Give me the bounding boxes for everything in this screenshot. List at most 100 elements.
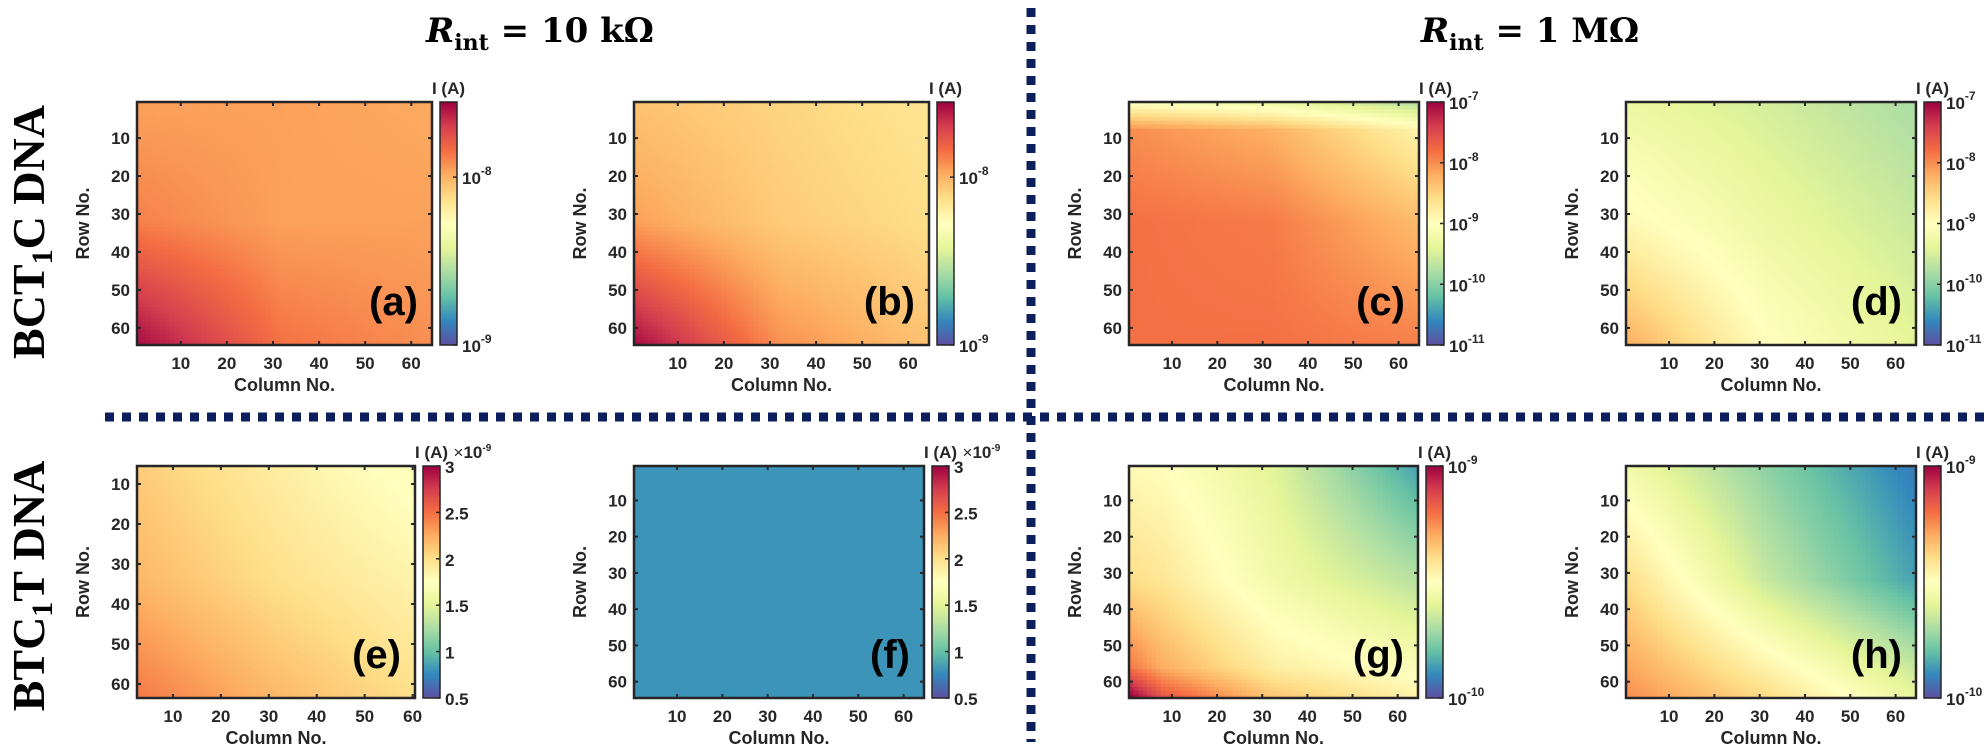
heatmap-cell (165, 284, 170, 288)
heatmap-cell (367, 132, 372, 136)
heatmap-cell (340, 212, 345, 216)
heatmap-cell (225, 121, 230, 125)
heatmap-cell (837, 121, 842, 125)
heatmap-cell (777, 148, 782, 152)
heatmap-cell (192, 110, 197, 114)
heatmap-cell (349, 235, 354, 239)
heatmap-cell (344, 250, 349, 254)
heatmap-cell (266, 269, 271, 273)
heatmap-cell (220, 125, 225, 129)
heatmap-cell (381, 227, 386, 231)
heatmap-cell (409, 227, 414, 231)
heatmap-cell (234, 292, 239, 296)
heatmap-cell (312, 220, 317, 224)
heatmap-cell (344, 296, 349, 300)
heatmap-cell (275, 148, 280, 152)
heatmap-cell (331, 212, 336, 216)
heatmap-cell (326, 258, 331, 262)
heatmap-cell (340, 193, 345, 197)
heatmap-cell (331, 311, 336, 315)
heatmap-cell (892, 144, 897, 148)
heatmap-cell (423, 299, 428, 303)
heatmap-cell (280, 125, 285, 129)
heatmap-cell (335, 178, 340, 182)
heatmap-cell (303, 201, 308, 205)
heatmap-cell (178, 326, 183, 330)
heatmap-cell (391, 326, 396, 330)
heatmap-cell (206, 136, 211, 140)
heatmap-cell (851, 106, 856, 110)
heatmap-cell (215, 326, 220, 330)
heatmap-cell (340, 258, 345, 262)
heatmap-cell (367, 258, 372, 262)
heatmap-cell (915, 110, 920, 114)
heatmap-cell (312, 303, 317, 307)
heatmap-cell (888, 140, 893, 144)
heatmap-cell (169, 205, 174, 209)
heatmap-cell (294, 144, 299, 148)
heatmap-cell (155, 129, 160, 133)
heatmap-cell (261, 182, 266, 186)
heatmap-cell (151, 155, 156, 159)
heatmap-cell (146, 205, 151, 209)
heatmap-cell (146, 258, 151, 262)
heatmap-cell (386, 148, 391, 152)
heatmap-cell (344, 121, 349, 125)
heatmap-cell (414, 265, 419, 269)
heatmap-cell (354, 269, 359, 273)
heatmap-cell (809, 148, 814, 152)
heatmap-cell (818, 140, 823, 144)
heatmap-cell (326, 322, 331, 326)
heatmap-cell (271, 140, 276, 144)
heatmap-cell (335, 303, 340, 307)
heatmap-cell (344, 231, 349, 235)
heatmap-cell (146, 284, 151, 288)
heatmap-cell (395, 151, 400, 155)
heatmap-cell (229, 201, 234, 205)
heatmap-cell (354, 261, 359, 265)
heatmap-cell (414, 174, 419, 178)
heatmap-cell (643, 148, 648, 152)
heatmap-cell (155, 334, 160, 338)
heatmap-cell (192, 330, 197, 334)
heatmap-cell (252, 129, 257, 133)
heatmap-cell (335, 254, 340, 258)
heatmap-cell (151, 269, 156, 273)
heatmap-cell (372, 250, 377, 254)
heatmap-cell (229, 288, 234, 292)
heatmap-cell (202, 231, 207, 235)
heatmap-cell (225, 288, 230, 292)
heatmap-cell (243, 322, 248, 326)
heatmap-cell (202, 163, 207, 167)
heatmap-cell (418, 258, 423, 262)
heatmap-cell (685, 113, 690, 117)
heatmap-cell (206, 144, 211, 148)
heatmap-cell (155, 159, 160, 163)
heatmap-cell (294, 326, 299, 330)
heatmap-cell (423, 330, 428, 334)
heatmap-cell (754, 113, 759, 117)
heatmap-cell (192, 258, 197, 262)
heatmap-cell (409, 330, 414, 334)
heatmap-cell (874, 110, 879, 114)
heatmap-cell (331, 136, 336, 140)
heatmap-cell (344, 193, 349, 197)
heatmap-cell (294, 170, 299, 174)
heatmap-cell (869, 129, 874, 133)
heatmap-cell (363, 258, 368, 262)
heatmap-cell (418, 288, 423, 292)
heatmap-cell (215, 299, 220, 303)
heatmap-cell (883, 129, 888, 133)
heatmap-cell (243, 311, 248, 315)
heatmap-cell (215, 265, 220, 269)
heatmap-cell (340, 136, 345, 140)
heatmap-cell (243, 129, 248, 133)
heatmap-cell (308, 334, 313, 338)
heatmap-cell (248, 330, 253, 334)
heatmap-cell (257, 136, 262, 140)
heatmap-cell (169, 182, 174, 186)
heatmap-cell (289, 125, 294, 129)
heatmap-cell (372, 205, 377, 209)
heatmap-cell (275, 261, 280, 265)
heatmap-cell (261, 224, 266, 228)
